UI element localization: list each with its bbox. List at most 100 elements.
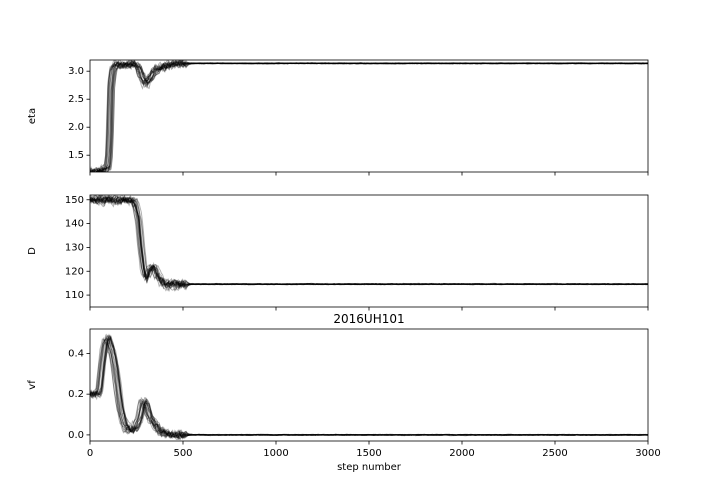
- D-walker-line: [90, 197, 648, 289]
- eta-walker-line: [90, 60, 648, 172]
- D-walker-line: [90, 195, 648, 292]
- D-walker-line: [90, 195, 648, 289]
- vf-walker-line: [90, 334, 648, 439]
- vf-axes-frame: [89, 328, 649, 442]
- vf-walker-line: [90, 333, 648, 438]
- vf-y-axis-label: vf: [27, 380, 38, 390]
- eta-walker-line: [90, 60, 648, 172]
- vf-walker-line: [90, 335, 648, 439]
- vf-walker-line: [90, 338, 648, 439]
- vf-walker-line: [90, 339, 648, 438]
- x-tick-label: 2500: [542, 448, 567, 459]
- D-walker-line: [90, 196, 648, 288]
- vf-panel: 0.0 0.2 0.4 0 500 1000 1500 2000 2500 3000 vf 20…: [27, 312, 661, 473]
- eta-panel: 1.5 2.0 2.5 3.0 eta: [27, 59, 649, 176]
- x-tick-label: 500: [173, 448, 192, 459]
- vf-walker-line: [90, 334, 648, 441]
- vf-walker-line: [90, 334, 648, 439]
- D-axes-frame: [89, 194, 649, 308]
- eta-axes-frame: [89, 59, 649, 173]
- D-walker-line: [90, 195, 648, 292]
- x-axis-label: step number: [337, 462, 402, 473]
- eta-walker-line: [90, 60, 648, 172]
- D-x-ticks: [89, 307, 649, 311]
- D-walker-line: [90, 196, 648, 288]
- eta-walker-line: [90, 60, 648, 172]
- vf-walker-line: [90, 338, 648, 439]
- eta-walker-line: [90, 60, 648, 172]
- eta-walker-line: [90, 62, 648, 172]
- eta-walker-line: [90, 60, 648, 172]
- vf-x-ticks: 0 500 1000 1500 2000 2500 3000: [87, 441, 661, 459]
- vf-walker-line: [90, 338, 648, 440]
- vf-walker-line: [90, 333, 648, 438]
- D-panel: 110 120 130 140 150 D: [27, 194, 649, 311]
- D-walker-line: [90, 196, 648, 288]
- eta-walker-line: [90, 61, 648, 172]
- D-walker-line: [90, 195, 648, 288]
- D-walker-line: [90, 195, 648, 291]
- vf-walker-line: [90, 335, 648, 440]
- D-y-tick-label: 140: [65, 219, 84, 230]
- vf-walker-line: [90, 341, 648, 441]
- eta-y-tick-label: 2.0: [68, 122, 84, 133]
- D-walker-line: [90, 195, 648, 290]
- eta-y-tick-label: 3.0: [68, 66, 84, 77]
- eta-y-tick-label: 1.5: [68, 150, 84, 161]
- D-walker-line: [90, 195, 648, 292]
- D-y-ticks: 110 120 130 140 150: [65, 195, 90, 301]
- D-walker-line: [90, 195, 648, 292]
- vf-walker-line: [90, 337, 648, 437]
- vf-y-tick-label: 0.2: [68, 389, 84, 400]
- vf-walker-line: [90, 335, 648, 440]
- eta-y-tick-label: 2.5: [68, 94, 84, 105]
- D-walker-line: [90, 195, 648, 288]
- eta-walker-line: [90, 60, 648, 172]
- D-walker-line: [90, 196, 648, 288]
- D-y-axis-label: D: [27, 247, 38, 255]
- x-tick-label: 3000: [635, 448, 660, 459]
- eta-walker-line: [90, 60, 648, 172]
- D-y-tick-label: 130: [65, 242, 84, 253]
- eta-walker-line: [90, 61, 648, 172]
- vf-walker-line: [90, 337, 648, 439]
- eta-walker-line: [90, 60, 648, 172]
- x-tick-label: 1500: [356, 448, 381, 459]
- D-walker-line: [90, 195, 648, 288]
- vf-panel-title: 2016UH101: [333, 312, 404, 326]
- D-y-tick-label: 110: [65, 290, 84, 301]
- eta-walker-line: [90, 60, 648, 172]
- vf-y-tick-label: 0.4: [68, 348, 84, 359]
- eta-y-ticks: 1.5 2.0 2.5 3.0: [68, 66, 90, 161]
- D-traces: [90, 195, 648, 292]
- eta-walker-line: [90, 60, 648, 172]
- eta-walker-line: [90, 61, 648, 172]
- vf-walker-line: [90, 337, 648, 439]
- eta-walker-line: [90, 61, 648, 172]
- vf-walker-line: [90, 337, 648, 441]
- eta-traces: [90, 60, 648, 172]
- D-y-tick-label: 150: [65, 195, 84, 206]
- D-walker-line: [90, 195, 648, 290]
- D-y-tick-label: 120: [65, 266, 84, 277]
- D-walker-line: [90, 196, 648, 287]
- eta-walker-line: [90, 60, 648, 172]
- vf-walker-line: [90, 333, 648, 439]
- vf-walker-line: [90, 335, 648, 438]
- x-tick-label: 0: [87, 448, 93, 459]
- x-tick-label: 1000: [263, 448, 288, 459]
- eta-y-axis-label: eta: [27, 108, 38, 124]
- vf-traces: [90, 333, 648, 441]
- vf-y-ticks: 0.0 0.2 0.4: [68, 348, 90, 441]
- D-walker-line: [90, 195, 648, 291]
- eta-x-ticks: [89, 172, 649, 176]
- D-walker-line: [90, 195, 648, 287]
- eta-walker-line: [90, 60, 648, 172]
- vf-walker-line: [90, 337, 648, 438]
- eta-walker-line: [90, 60, 648, 172]
- D-walker-line: [90, 195, 648, 292]
- x-tick-label: 2000: [449, 448, 474, 459]
- vf-y-tick-label: 0.0: [68, 430, 84, 441]
- eta-walker-line: [90, 60, 648, 172]
